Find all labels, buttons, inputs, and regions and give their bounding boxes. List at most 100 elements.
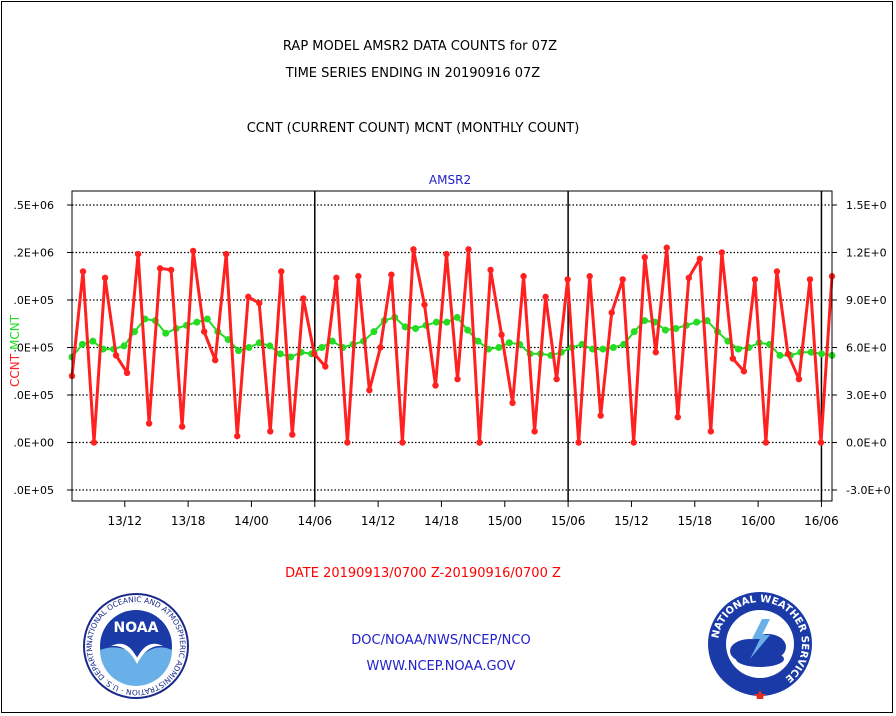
data-point-ccnt xyxy=(256,299,263,307)
data-point-ccnt xyxy=(79,268,87,275)
data-point-mcnt xyxy=(453,313,461,321)
data-point-ccnt xyxy=(410,246,417,253)
data-point-mcnt xyxy=(818,350,826,358)
data-point-ccnt xyxy=(267,428,274,435)
noaa-logo-text: NOAA xyxy=(114,620,159,636)
data-point-ccnt xyxy=(674,413,681,421)
data-point-ccnt xyxy=(641,254,648,261)
panel-title: AMSR2 xyxy=(428,173,472,187)
data-point-ccnt xyxy=(134,250,142,258)
data-point-ccnt xyxy=(509,399,516,407)
y-axis-label-ccnt: CCNT xyxy=(8,353,22,387)
data-point-mcnt xyxy=(693,318,701,326)
footer-org: DOC/NOAA/NWS/NCEP/NCO xyxy=(351,633,531,648)
data-point-ccnt xyxy=(663,244,670,251)
data-point-mcnt xyxy=(328,337,336,345)
data-point-mcnt xyxy=(672,325,680,332)
data-point-mcnt xyxy=(412,325,420,332)
data-point-mcnt xyxy=(661,326,669,334)
series-line-ccnt xyxy=(70,246,834,444)
y-axis-label: CCNT MCNT xyxy=(8,314,22,387)
data-point-ccnt xyxy=(454,375,461,383)
data-point-ccnt xyxy=(234,432,241,440)
data-point-ccnt xyxy=(707,428,715,435)
data-point-ccnt xyxy=(729,355,737,362)
data-point-ccnt xyxy=(795,375,803,383)
data-point-ccnt xyxy=(311,350,318,358)
data-point-mcnt xyxy=(235,347,243,355)
data-point-ccnt xyxy=(112,352,120,359)
y-tick-label-left: .0E+05 xyxy=(13,484,54,497)
data-point-mcnt xyxy=(641,317,649,325)
x-tick-label: 14/06 xyxy=(297,514,332,528)
axes: .5E+06 1.5E+0 .2E+06 1.2E+0 .0E+05 9.0E+0 .0E+… xyxy=(8,199,891,528)
nws-logo: NATIONAL WEATHER SERVICE xyxy=(708,592,812,699)
data-point-ccnt xyxy=(211,356,219,364)
y-tick-label-right: 6.0E+0 xyxy=(846,342,887,355)
data-point-ccnt xyxy=(751,276,759,283)
data-point-mcnt xyxy=(734,345,742,353)
data-point-ccnt xyxy=(245,293,252,301)
x-tick-label: 15/12 xyxy=(614,514,649,528)
data-point-mcnt xyxy=(432,318,440,326)
data-point-ccnt xyxy=(575,439,582,446)
data-point-ccnt xyxy=(685,274,693,282)
data-point-mcnt xyxy=(276,350,284,358)
data-point-mcnt xyxy=(630,328,638,336)
x-tick-label: 13/12 xyxy=(107,514,142,528)
x-tick-label: 13/18 xyxy=(171,514,206,528)
footer-url[interactable]: WWW.NCEP.NOAA.GOV xyxy=(366,659,516,674)
x-tick-label: 16/06 xyxy=(804,514,839,528)
y-tick-label-right: 1.5E+0 xyxy=(846,199,887,212)
data-point-mcnt xyxy=(162,329,170,337)
y-tick-label-right: 1.2E+0 xyxy=(846,247,887,260)
data-point-mcnt xyxy=(599,345,607,353)
chart-title-line-2: TIME SERIES ENDING IN 20190916 07Z xyxy=(285,66,541,81)
data-point-ccnt xyxy=(806,276,814,283)
data-point-ccnt xyxy=(520,273,527,280)
y-tick-label-left: .0E+05 xyxy=(13,342,54,355)
x-tick-label: 14/12 xyxy=(361,514,396,528)
data-point-mcnt xyxy=(505,339,513,347)
data-point-ccnt xyxy=(740,368,748,375)
data-point-ccnt xyxy=(344,439,351,446)
data-point-mcnt xyxy=(474,337,482,345)
data-point-ccnt xyxy=(696,255,704,263)
y-tick-label-right: 0.0E+0 xyxy=(846,437,887,450)
data-point-ccnt xyxy=(542,293,549,301)
data-point-ccnt xyxy=(399,439,406,446)
data-point-ccnt xyxy=(145,420,153,427)
data-point-ccnt xyxy=(762,439,770,446)
data-point-mcnt xyxy=(120,342,128,350)
series-layer xyxy=(68,244,836,446)
data-point-ccnt xyxy=(167,266,175,274)
data-point-ccnt xyxy=(487,266,494,274)
data-point-ccnt xyxy=(652,349,659,356)
data-point-ccnt xyxy=(718,249,726,256)
data-point-mcnt xyxy=(370,328,378,336)
data-point-ccnt xyxy=(90,439,98,446)
data-point-ccnt xyxy=(773,268,781,275)
data-point-mcnt xyxy=(89,337,97,345)
data-point-ccnt xyxy=(366,387,373,394)
data-point-ccnt xyxy=(498,331,505,339)
data-point-ccnt xyxy=(123,369,131,377)
x-tick-label: 16/00 xyxy=(741,514,776,528)
chart-subtitle: CCNT (CURRENT COUNT) MCNT (MONTHLY COUNT… xyxy=(246,121,580,136)
x-tick-label: 15/00 xyxy=(487,514,522,528)
data-point-ccnt xyxy=(553,375,560,383)
data-point-mcnt xyxy=(130,328,138,336)
data-point-ccnt xyxy=(817,439,825,446)
data-point-ccnt xyxy=(178,423,186,430)
y-tick-label-right: 9.0E+0 xyxy=(846,294,887,307)
data-point-ccnt xyxy=(333,274,340,282)
data-point-ccnt xyxy=(564,276,571,283)
x-tick-label: 15/18 xyxy=(677,514,712,528)
data-point-ccnt xyxy=(289,431,296,438)
data-point-ccnt xyxy=(200,328,208,335)
data-point-mcnt xyxy=(609,344,617,351)
x-tick-label: 15/06 xyxy=(551,514,586,528)
y-tick-label-left: .5E+06 xyxy=(13,199,54,212)
